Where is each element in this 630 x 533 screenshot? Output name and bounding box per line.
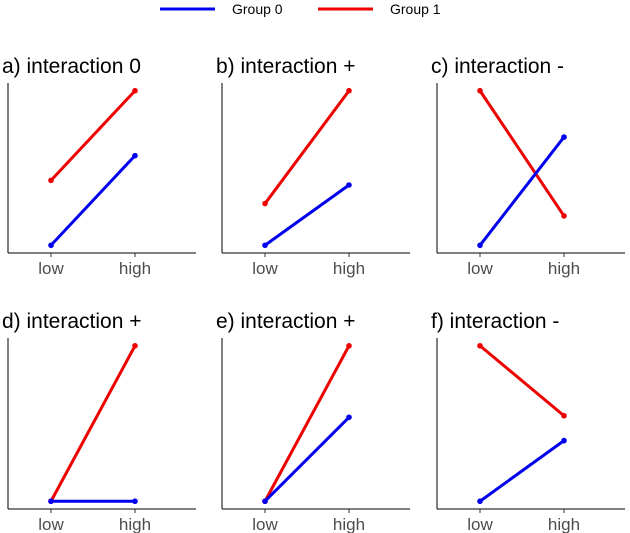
panel-4: e) interaction + low high bbox=[216, 310, 410, 533]
series-group-0 bbox=[477, 437, 567, 505]
series-group-0 bbox=[48, 498, 138, 505]
panel-1: b) interaction + low high bbox=[216, 55, 410, 278]
series-group-1 bbox=[262, 87, 352, 207]
series-group-1 bbox=[262, 342, 352, 505]
data-point bbox=[132, 342, 138, 349]
data-point bbox=[561, 412, 567, 419]
x-tick-label-low: low bbox=[467, 259, 493, 278]
x-tick-label-high: high bbox=[548, 259, 580, 278]
panel-title: d) interaction + bbox=[2, 310, 142, 333]
data-point bbox=[346, 87, 352, 94]
data-point bbox=[262, 242, 268, 249]
data-point bbox=[132, 498, 138, 505]
x-tick-label-high: high bbox=[119, 515, 151, 533]
x-tick-label-high: high bbox=[333, 515, 365, 533]
data-point bbox=[48, 498, 54, 505]
panel-title: e) interaction + bbox=[216, 310, 356, 333]
data-point bbox=[48, 242, 54, 249]
data-point bbox=[262, 200, 268, 207]
series-group-0 bbox=[477, 134, 567, 249]
panel-title: f) interaction - bbox=[431, 310, 559, 333]
x-tick-label-low: low bbox=[38, 515, 64, 533]
series-line bbox=[479, 439, 565, 503]
panel-0: a) interaction 0 low high bbox=[2, 55, 196, 278]
x-tick-label-low: low bbox=[467, 515, 493, 533]
data-point bbox=[262, 498, 268, 505]
panel-5: f) interaction - low high bbox=[431, 310, 625, 533]
series-line bbox=[49, 345, 137, 502]
data-point bbox=[477, 242, 483, 249]
panel-title: a) interaction 0 bbox=[2, 55, 141, 78]
series-line bbox=[49, 154, 137, 247]
panel-title: b) interaction + bbox=[216, 55, 356, 78]
series-line bbox=[49, 89, 137, 182]
series-line bbox=[263, 416, 351, 503]
series-group-1 bbox=[48, 342, 138, 505]
series-line bbox=[263, 345, 351, 502]
x-tick-label-high: high bbox=[333, 259, 365, 278]
data-point bbox=[561, 213, 567, 219]
data-point bbox=[477, 87, 483, 94]
panel-2: c) interaction - low high bbox=[431, 55, 625, 278]
data-point bbox=[132, 87, 138, 94]
panel-3: d) interaction + low high bbox=[2, 310, 196, 533]
series-group-0 bbox=[262, 182, 352, 249]
legend: Group 0 Group 1 bbox=[160, 1, 441, 17]
series-group-0 bbox=[48, 152, 138, 249]
series-group-1 bbox=[477, 87, 567, 219]
x-tick-label-high: high bbox=[548, 515, 580, 533]
data-point bbox=[132, 152, 138, 159]
data-point bbox=[477, 342, 483, 349]
data-point bbox=[561, 437, 567, 444]
series-line bbox=[478, 89, 566, 217]
series-group-1 bbox=[477, 342, 567, 419]
series-group-1 bbox=[48, 87, 138, 184]
x-tick-label-low: low bbox=[38, 259, 64, 278]
data-point bbox=[346, 182, 352, 188]
series-line bbox=[478, 136, 566, 247]
legend-label-group-1: Group 1 bbox=[390, 1, 441, 17]
x-tick-label-low: low bbox=[252, 515, 278, 533]
data-point bbox=[48, 177, 54, 184]
panel-title: c) interaction - bbox=[431, 55, 564, 78]
data-point bbox=[346, 342, 352, 349]
series-line bbox=[479, 344, 565, 417]
series-line bbox=[263, 89, 351, 205]
data-point bbox=[561, 134, 567, 140]
data-point bbox=[477, 498, 483, 505]
series-group-0 bbox=[262, 414, 352, 505]
legend-label-group-0: Group 0 bbox=[232, 1, 283, 17]
data-point bbox=[346, 414, 352, 421]
series-line bbox=[264, 183, 350, 247]
x-tick-label-high: high bbox=[119, 259, 151, 278]
x-tick-label-low: low bbox=[252, 259, 278, 278]
